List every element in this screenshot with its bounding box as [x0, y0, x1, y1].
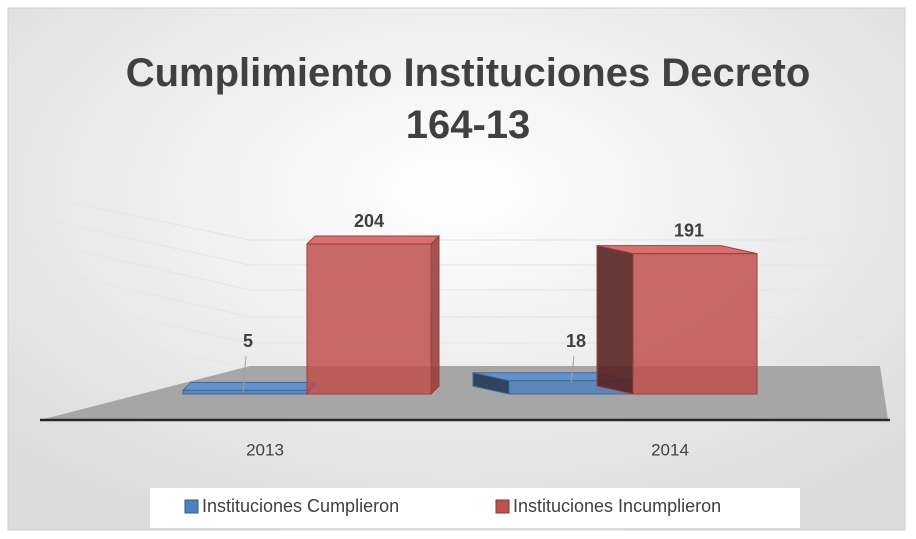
bar — [305, 234, 441, 396]
title-line: Cumplimiento Instituciones Decreto — [126, 51, 811, 95]
x-tick-label: 2014 — [651, 440, 689, 459]
bar-front — [632, 253, 758, 395]
value-label: 204 — [354, 211, 384, 231]
value-label: 5 — [243, 331, 253, 351]
bar-side — [596, 244, 634, 395]
legend: Instituciones Cumplieron Instituciones In… — [150, 488, 800, 528]
legend-label: Instituciones Incumplieron — [513, 496, 721, 516]
legend-swatch — [495, 499, 510, 514]
legend-label: Instituciones Cumplieron — [202, 496, 399, 516]
chart-title: Cumplimiento Instituciones Decreto 164-13 — [126, 51, 811, 147]
legend-swatch — [184, 499, 199, 514]
title-line: 164-13 — [406, 103, 531, 147]
bar — [181, 381, 317, 396]
bar-side — [430, 234, 440, 396]
value-label: 18 — [566, 331, 586, 351]
x-tick-label: 2013 — [246, 440, 284, 459]
leader-line — [570, 355, 575, 383]
bar-top — [305, 235, 441, 245]
leader-line — [242, 355, 247, 393]
legend-box — [150, 488, 800, 528]
bar-top — [181, 381, 317, 391]
bar — [596, 244, 758, 395]
bar-front — [306, 243, 432, 395]
bar-front — [182, 389, 308, 395]
value-label: 191 — [674, 220, 704, 240]
